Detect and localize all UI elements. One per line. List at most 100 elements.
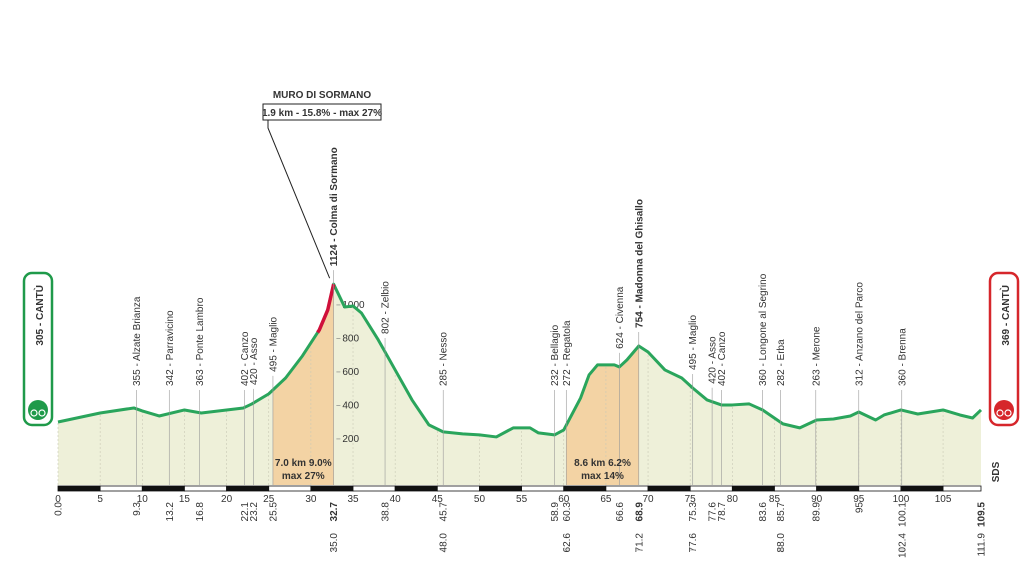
- waypoint-label: 342 - Parravicino: [165, 310, 176, 386]
- x-tick-label: 60: [558, 494, 570, 505]
- axis-segment: [900, 485, 944, 492]
- waypoint-remaining-km: 77.6: [688, 533, 699, 553]
- y-tick-label: 600: [342, 367, 359, 378]
- waypoint-km: 66.6: [615, 502, 626, 522]
- axis-segment: [268, 485, 312, 492]
- start-icon-wheel: [30, 409, 38, 417]
- axis-segment: [436, 485, 480, 492]
- y-tick-label: 800: [342, 333, 359, 344]
- waypoint-label: 402 - Canzo: [240, 331, 251, 386]
- x-tick-label: 5: [97, 494, 103, 505]
- waypoint-label: 263 - Merone: [811, 326, 822, 386]
- waypoint-km: 0.0: [54, 502, 65, 516]
- axis-segment: [563, 485, 607, 492]
- axis-segment: [99, 485, 143, 492]
- waypoint-label: 1124 - Colma di Sormano: [329, 147, 340, 266]
- x-tick-label: 65: [600, 494, 612, 505]
- waypoint-label: 402 - Canzo: [717, 331, 728, 386]
- finish-badge: [988, 271, 1020, 427]
- axis-segment: [57, 485, 101, 492]
- axis-segment: [689, 485, 733, 492]
- waypoint-label: 420 - Asso: [249, 337, 260, 385]
- x-tick-label: 75: [685, 494, 697, 505]
- start-badge: [22, 271, 54, 427]
- waypoint-remaining-km: 62.6: [562, 533, 573, 553]
- waypoint-km: 85.7: [776, 502, 787, 522]
- waypoint-label: 363 - Ponte Lambro: [195, 297, 206, 386]
- axis-segment: [394, 485, 438, 492]
- waypoint-km: 13.2: [165, 502, 176, 522]
- start-icon: [28, 400, 48, 420]
- climb-stats: 7.0 km 9.0%: [275, 458, 332, 469]
- axis-segment: [184, 485, 227, 492]
- waypoint-label: 420 - Asso: [708, 336, 719, 384]
- x-tick-label: 20: [221, 494, 233, 505]
- x-tick-label: 15: [179, 494, 191, 505]
- finish-icon-wheel: [996, 409, 1004, 417]
- profile-line: [57, 282, 983, 439]
- x-tick-label: 40: [390, 494, 402, 505]
- axis-segment: [352, 485, 396, 492]
- axis-segment: [310, 485, 354, 492]
- axis-segment: [816, 485, 860, 492]
- waypoint-km: 60.3: [562, 502, 573, 522]
- muro-box: [262, 103, 382, 121]
- climb-area: [566, 345, 639, 485]
- waypoint-label: 312 - Anzano del Parco: [854, 282, 865, 386]
- waypoint-label: 282 - Erba: [776, 339, 787, 386]
- x-tick-label: 100: [893, 494, 910, 505]
- waypoint-label: 272 - Regatola: [562, 320, 573, 386]
- y-tick-label: 200: [342, 434, 359, 445]
- climb-max: max 27%: [282, 471, 325, 482]
- muro-leader: [267, 120, 331, 279]
- axis-segment: [647, 485, 691, 492]
- waypoint-km: 38.8: [381, 502, 392, 522]
- x-tick-label: 45: [432, 494, 444, 505]
- waypoint-km: 68.9: [634, 502, 645, 522]
- waypoint-label: 624 - Civenna: [615, 286, 626, 349]
- muro-title: MURO DI SORMANO: [273, 90, 372, 101]
- waypoint-label: 360 - Longone al Segrino: [758, 273, 769, 386]
- x-tick-label: 85: [769, 494, 781, 505]
- climb-stats: 8.6 km 6.2%: [574, 458, 631, 469]
- axis-segment: [226, 485, 270, 492]
- waypoint-km: 23.2: [249, 502, 260, 522]
- waypoint-km: 25.5: [268, 502, 279, 522]
- finish-label: 369 - CANTÙ: [999, 285, 1012, 346]
- muro-detail: 1.9 km - 15.8% - max 27%: [262, 108, 382, 119]
- brand: SDS: [991, 461, 1002, 482]
- x-tick-label: 30: [305, 494, 317, 505]
- waypoint-label: 360 - Brenna: [897, 328, 908, 386]
- waypoint-remaining-km: 102.4: [897, 533, 908, 558]
- x-tick-label: 50: [474, 494, 486, 505]
- waypoint-km: 89.9: [811, 502, 822, 522]
- axis-segment: [521, 485, 565, 492]
- start-icon-wheel: [38, 409, 46, 417]
- waypoint-km: 109.5: [977, 502, 988, 527]
- x-tick-label: 25: [263, 494, 275, 505]
- x-tick-label: 35: [347, 494, 359, 505]
- waypoint-km: 22.1: [240, 502, 251, 522]
- waypoint-label: 495 - Maglio: [268, 316, 279, 371]
- waypoint-label: 802 - Zelbio: [381, 281, 392, 334]
- waypoint-km: 77.6: [708, 502, 719, 522]
- axis-segment: [479, 485, 523, 492]
- waypoint-label: 232 - Bellagio: [550, 324, 561, 386]
- waypoint-km: 16.8: [195, 502, 206, 522]
- waypoint-label: 495 - Maglio: [688, 315, 699, 370]
- waypoint-remaining-km: 48.0: [439, 533, 450, 553]
- waypoint-remaining-km: 35.0: [329, 533, 340, 553]
- waypoint-label: 285 - Nesso: [439, 332, 450, 386]
- waypoint-km: 83.6: [758, 502, 769, 522]
- x-tick-label: 10: [137, 494, 149, 505]
- climb-area: [272, 284, 334, 485]
- finish-icon-wheel: [1004, 409, 1012, 417]
- waypoint-km: 45.7: [439, 502, 450, 522]
- muro-segment: [316, 283, 336, 334]
- x-tick-label: 95: [853, 494, 865, 505]
- start-label: 305 - CANTÙ: [33, 285, 46, 346]
- waypoint-km: 32.7: [329, 502, 340, 522]
- axis-segment: [605, 485, 649, 492]
